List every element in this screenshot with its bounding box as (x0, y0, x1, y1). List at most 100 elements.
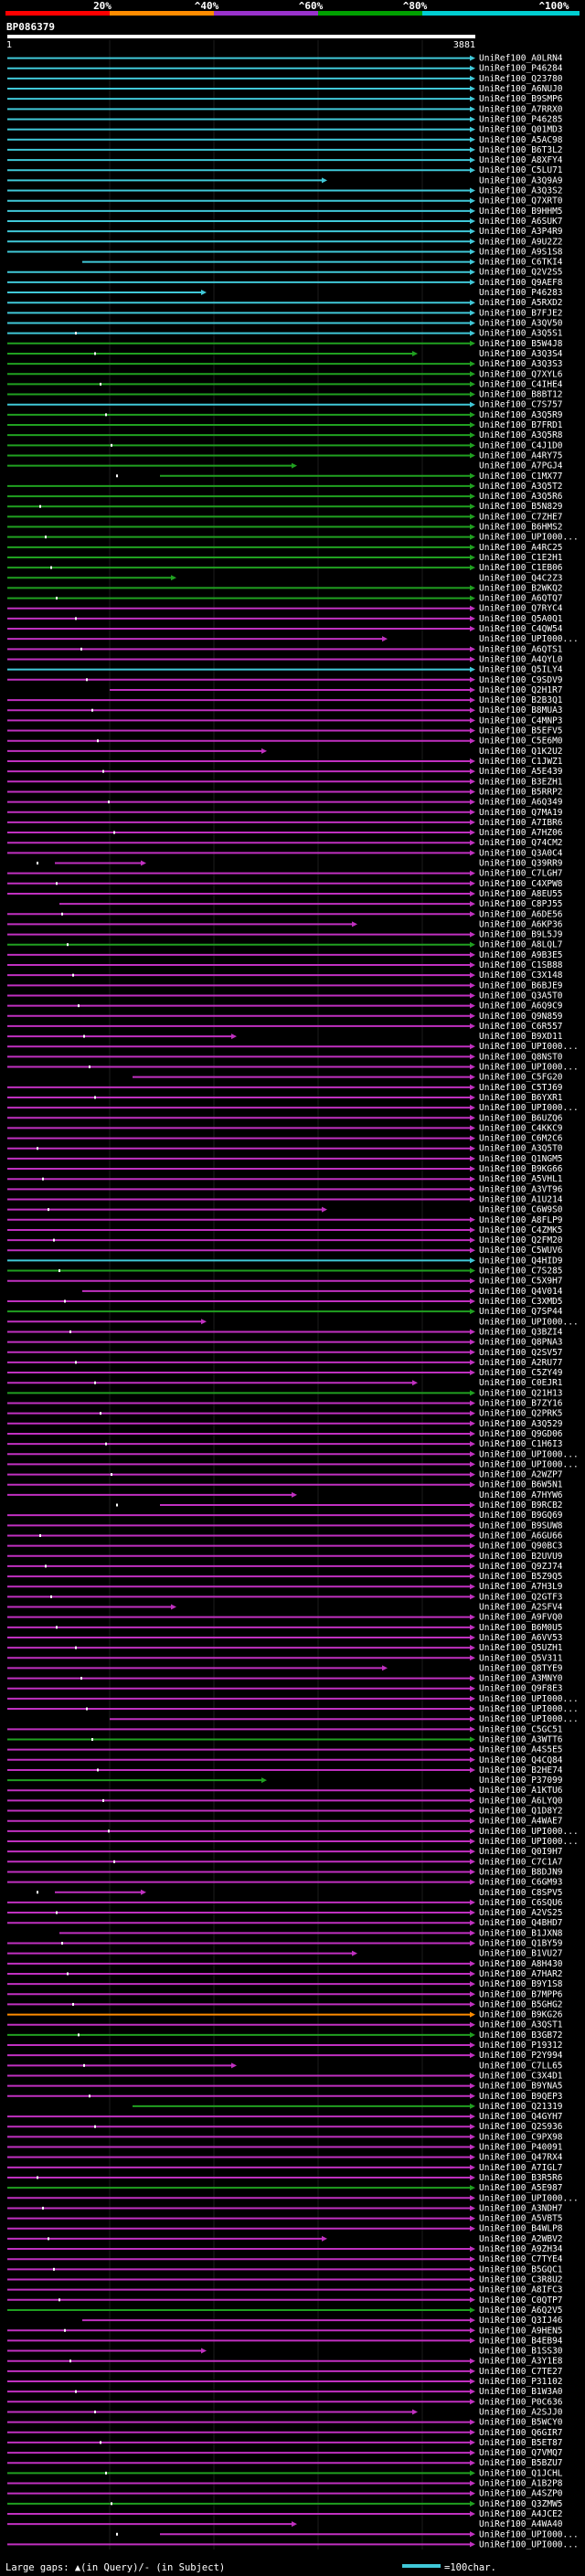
hit-row[interactable]: UniRef100_B5W4J8 (7, 339, 563, 349)
hit-row[interactable]: UniRef100_Q7SP44 (7, 1307, 563, 1317)
hit-label[interactable]: UniRef100_A1B2P8 (479, 2479, 563, 2489)
hit-row[interactable]: UniRef100_C3XMD5 (7, 1297, 563, 1307)
hit-row[interactable]: UniRef100_B9YNA5 (7, 2082, 563, 2092)
hit-row[interactable]: UniRef100_Q21H13 (7, 1388, 563, 1398)
hit-label[interactable]: UniRef100_UPI000... (479, 2539, 579, 2549)
hit-label[interactable]: UniRef100_Q23780 (479, 74, 563, 84)
hit-label[interactable]: UniRef100_A3Q5T0 (479, 1144, 563, 1154)
hit-row[interactable]: UniRef100_UPI000... (7, 2193, 579, 2203)
hit-label[interactable]: UniRef100_A4RC25 (479, 543, 563, 553)
hit-row[interactable]: UniRef100_A3Q3S3 (7, 359, 563, 369)
hit-row[interactable]: UniRef100_A8FLP9 (7, 1215, 563, 1225)
hit-label[interactable]: UniRef100_B9HHM5 (479, 207, 563, 217)
hit-row[interactable]: UniRef100_A4QYL0 (7, 654, 563, 664)
hit-label[interactable]: UniRef100_A6LYQ0 (479, 1796, 563, 1806)
hit-label[interactable]: UniRef100_C3X4D1 (479, 2071, 563, 2081)
hit-row[interactable]: UniRef100_A2SFV4 (7, 1603, 563, 1613)
hit-row[interactable]: UniRef100_A5E439 (7, 767, 563, 777)
hit-label[interactable]: UniRef100_A6QTQ7 (479, 594, 563, 604)
hit-row[interactable]: UniRef100_UPI000... (7, 1837, 579, 1847)
hit-row[interactable]: UniRef100_B3R5R6 (7, 2173, 563, 2183)
hit-label[interactable]: UniRef100_B2HE74 (479, 1765, 563, 1776)
hit-label[interactable]: UniRef100_A8LQL7 (479, 940, 563, 950)
hit-label[interactable]: UniRef100_A3NDH7 (479, 2203, 563, 2213)
hit-label[interactable]: UniRef100_UPI000... (479, 1449, 579, 1459)
hit-row[interactable]: UniRef100_A1KTU6 (7, 1786, 563, 1796)
hit-row[interactable]: UniRef100_UPI000... (7, 533, 579, 543)
hit-row[interactable]: UniRef100_Q4CQ84 (7, 1755, 563, 1765)
hit-label[interactable]: UniRef100_Q4CQ84 (479, 1755, 563, 1765)
hit-label[interactable]: UniRef100_A2WZP7 (479, 1470, 563, 1480)
hit-row[interactable]: UniRef100_A3Q5R9 (7, 410, 563, 420)
hit-label[interactable]: UniRef100_B6HMS2 (479, 523, 563, 533)
hit-row[interactable]: UniRef100_C1MX77 (116, 472, 563, 482)
hit-row[interactable]: UniRef100_A8EU55 (7, 889, 563, 899)
hit-label[interactable]: UniRef100_C5LU71 (479, 165, 563, 175)
hit-row[interactable]: UniRef100_A7RRX0 (7, 104, 563, 114)
hit-label[interactable]: UniRef100_A3Q5S1 (479, 329, 563, 339)
hit-row[interactable]: UniRef100_Q1NGM5 (7, 1154, 563, 1164)
hit-row[interactable]: UniRef100_Q01MD3 (7, 125, 563, 135)
hit-label[interactable]: UniRef100_C4KKC9 (479, 1123, 563, 1133)
hit-row[interactable]: UniRef100_Q4BHD7 (7, 1918, 563, 1928)
hit-label[interactable]: UniRef100_Q3A0C4 (479, 848, 563, 858)
hit-label[interactable]: UniRef100_C3X148 (479, 970, 563, 981)
hit-label[interactable]: UniRef100_B2WKQ2 (479, 583, 563, 593)
hit-label[interactable]: UniRef100_A7RRX0 (479, 104, 563, 114)
hit-row[interactable]: UniRef100_B6M0U5 (7, 1623, 563, 1633)
hit-label[interactable]: UniRef100_Q9GD06 (479, 1429, 563, 1439)
hit-label[interactable]: UniRef100_C9SDV9 (479, 675, 563, 685)
hit-label[interactable]: UniRef100_A7HZ06 (479, 828, 563, 838)
hit-label[interactable]: UniRef100_P46283 (479, 288, 563, 298)
hit-row[interactable]: UniRef100_B5ET87 (7, 2438, 563, 2448)
hit-label[interactable]: UniRef100_B6W5N1 (479, 1480, 563, 1490)
hit-label[interactable]: UniRef100_B6M0U5 (479, 1623, 563, 1633)
hit-label[interactable]: UniRef100_A4QYL0 (479, 654, 563, 664)
hit-label[interactable]: UniRef100_C8SPV5 (479, 1888, 563, 1898)
hit-label[interactable]: UniRef100_Q2PRK5 (479, 1409, 563, 1419)
hit-label[interactable]: UniRef100_A3Y1E8 (479, 2357, 563, 2367)
hit-row[interactable]: UniRef100_C7TE27 (7, 2367, 563, 2377)
hit-label[interactable]: UniRef100_Q4V014 (479, 1287, 563, 1297)
hit-label[interactable]: UniRef100_Q8TYE9 (479, 1663, 563, 1673)
hit-row[interactable]: UniRef100_Q2FM20 (7, 1235, 563, 1246)
hit-row[interactable]: UniRef100_A5RXD2 (7, 298, 563, 308)
hit-row[interactable]: UniRef100_A6Q349 (7, 798, 563, 808)
hit-row[interactable]: UniRef100_Q3BZI4 (7, 1327, 563, 1337)
hit-label[interactable]: UniRef100_C6SQU6 (479, 1898, 563, 1908)
hit-row[interactable]: UniRef100_Q2PRK5 (7, 1409, 563, 1419)
hit-row[interactable]: UniRef100_A1B2P8 (7, 2479, 563, 2489)
hit-label[interactable]: UniRef100_C7S285 (479, 1267, 563, 1277)
hit-label[interactable]: UniRef100_B6UZQ6 (479, 1113, 563, 1123)
hit-label[interactable]: UniRef100_C5E6M0 (479, 737, 563, 747)
hit-label[interactable]: UniRef100_UPI000... (479, 1694, 579, 1704)
hit-label[interactable]: UniRef100_A3Q5T2 (479, 482, 563, 492)
hit-row[interactable]: UniRef100_B5WCY0 (7, 2418, 563, 2428)
hit-label[interactable]: UniRef100_C6GM93 (479, 1878, 563, 1888)
hit-label[interactable]: UniRef100_C7TYE4 (479, 2254, 563, 2264)
hit-label[interactable]: UniRef100_C4QW54 (479, 624, 563, 634)
hit-row[interactable]: UniRef100_P46283 (7, 288, 563, 298)
hit-label[interactable]: UniRef100_Q4BHD7 (479, 1918, 563, 1928)
hit-row[interactable]: UniRef100_A3Y1E8 (7, 2357, 563, 2367)
hit-label[interactable]: UniRef100_A1U214 (479, 1194, 563, 1204)
hit-row[interactable]: UniRef100_A6LYQ0 (7, 1796, 563, 1806)
hit-row[interactable]: UniRef100_B6HMS2 (7, 523, 563, 533)
hit-label[interactable]: UniRef100_C6R557 (479, 1022, 563, 1032)
hit-label[interactable]: UniRef100_A4RY75 (479, 451, 563, 461)
hit-label[interactable]: UniRef100_B9QEP3 (479, 2092, 563, 2102)
hit-row[interactable]: UniRef100_C6SQU6 (7, 1898, 563, 1908)
hit-row[interactable]: UniRef100_UPI000... (7, 1704, 579, 1714)
hit-row[interactable]: UniRef100_C7ZHE7 (7, 512, 563, 522)
hit-label[interactable]: UniRef100_B9RCB2 (479, 1500, 563, 1511)
hit-row[interactable]: UniRef100_B2WKQ2 (7, 583, 563, 593)
hit-label[interactable]: UniRef100_C6W9S0 (479, 1205, 563, 1215)
hit-row[interactable]: UniRef100_B4WLP8 (7, 2224, 563, 2234)
hit-label[interactable]: UniRef100_A7IBR6 (479, 818, 563, 828)
hit-label[interactable]: UniRef100_Q1JCHL (479, 2468, 563, 2478)
hit-row[interactable]: UniRef100_B6YXR1 (7, 1093, 563, 1103)
hit-row[interactable]: UniRef100_Q9ZJ74 (7, 1562, 563, 1572)
hit-label[interactable]: UniRef100_A8IFC3 (479, 2285, 563, 2295)
hit-row[interactable]: UniRef100_C9SDV9 (7, 675, 563, 685)
hit-row[interactable]: UniRef100_A3Q3S2 (7, 186, 563, 196)
